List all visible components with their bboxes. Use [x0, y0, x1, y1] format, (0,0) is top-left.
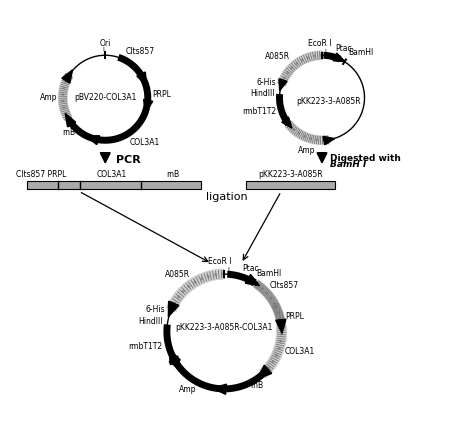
Text: Ori: Ori — [100, 39, 111, 48]
Text: Ptac: Ptac — [336, 45, 352, 54]
Text: HindIII: HindIII — [138, 317, 163, 326]
Polygon shape — [323, 136, 335, 145]
Text: EcoR I: EcoR I — [208, 258, 232, 266]
Polygon shape — [282, 117, 292, 128]
Text: Ptac: Ptac — [242, 264, 258, 273]
Text: CIts857: CIts857 — [125, 47, 155, 56]
Polygon shape — [257, 365, 272, 379]
Text: CIts857 PRPL: CIts857 PRPL — [16, 170, 67, 179]
Text: COL3A1: COL3A1 — [284, 347, 315, 356]
Text: rmbT1T2: rmbT1T2 — [128, 342, 163, 351]
Text: l: l — [228, 267, 229, 272]
Polygon shape — [144, 99, 153, 113]
Text: Digested with: Digested with — [330, 154, 404, 163]
Text: COL3A1: COL3A1 — [130, 138, 160, 147]
Text: COL3A1: COL3A1 — [97, 170, 127, 179]
Text: pKK223-3-A085R: pKK223-3-A085R — [258, 170, 322, 179]
Text: rnB: rnB — [62, 128, 75, 136]
Polygon shape — [169, 356, 181, 370]
Text: A085R: A085R — [164, 269, 190, 279]
Text: Amp: Amp — [179, 385, 197, 394]
Text: 6-His: 6-His — [145, 305, 165, 314]
Polygon shape — [169, 349, 180, 365]
Polygon shape — [62, 70, 73, 83]
Text: pKK223-3-A085R-COL3A1: pKK223-3-A085R-COL3A1 — [175, 323, 273, 332]
Polygon shape — [276, 319, 286, 333]
Text: CIts857: CIts857 — [270, 281, 299, 290]
Text: A085R: A085R — [265, 52, 291, 61]
Text: Amp: Amp — [40, 93, 57, 102]
Text: EcoR I: EcoR I — [308, 39, 332, 48]
Polygon shape — [333, 53, 345, 62]
Polygon shape — [246, 275, 260, 286]
Polygon shape — [86, 136, 100, 144]
Bar — [27, 181, 201, 189]
Text: BamHI: BamHI — [348, 48, 373, 57]
Text: BamH I: BamH I — [330, 159, 367, 169]
Text: l: l — [102, 47, 104, 52]
Text: pKK223-3-A085R: pKK223-3-A085R — [296, 97, 361, 107]
Text: BamHI: BamHI — [256, 269, 282, 278]
Bar — [246, 181, 335, 189]
Polygon shape — [279, 79, 287, 91]
Text: rnB: rnB — [167, 170, 180, 179]
Polygon shape — [65, 113, 76, 127]
Text: 6-His: 6-His — [257, 78, 276, 87]
Text: Amp: Amp — [298, 146, 316, 155]
Text: ligation: ligation — [206, 192, 247, 202]
Text: HindIII: HindIII — [250, 89, 275, 98]
Polygon shape — [137, 72, 146, 85]
Text: PRPL: PRPL — [285, 312, 304, 321]
Text: PRPL: PRPL — [153, 90, 172, 99]
Polygon shape — [212, 384, 227, 394]
Text: pBV220-COL3A1: pBV220-COL3A1 — [74, 93, 137, 102]
Text: PCR: PCR — [116, 155, 141, 165]
Text: l: l — [325, 49, 327, 54]
Polygon shape — [168, 301, 179, 317]
Text: rmbT1T2: rmbT1T2 — [242, 107, 276, 116]
Text: rnB: rnB — [251, 381, 264, 390]
